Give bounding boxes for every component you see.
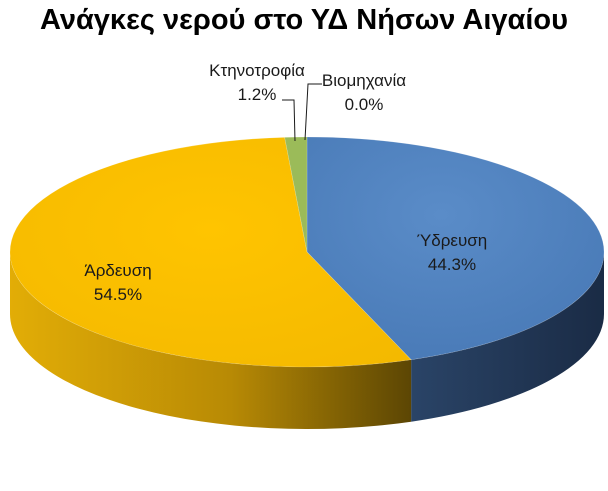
slice-category-label: Άρδευση [84,261,151,280]
pie-slice-υδρευση [306,136,605,361]
pie-side-υδρευση [411,252,604,422]
pie-slice-κτηνοτροφια [284,136,308,253]
leader-line-βιομηχανια [304,83,322,141]
leader-line-κτηνοτροφια [282,99,296,142]
slice-value-label: 44.3% [428,255,476,274]
chart-title: Ανάγκες νερού στο ΥΔ Νήσων Αιγαίου [39,4,569,36]
pie-slice-αρδευση [9,137,412,368]
slice-value-label: 54.5% [94,285,142,304]
slice-value-label: 1.2% [238,85,277,104]
slice-value-label: 0.0% [345,95,384,114]
slice-category-label: Κτηνοτροφία [209,61,305,80]
slice-category-label: Βιομηχανία [322,71,406,90]
pie-side-αρδευση [10,252,412,429]
slice-category-label: Ύδρευση [417,231,488,250]
